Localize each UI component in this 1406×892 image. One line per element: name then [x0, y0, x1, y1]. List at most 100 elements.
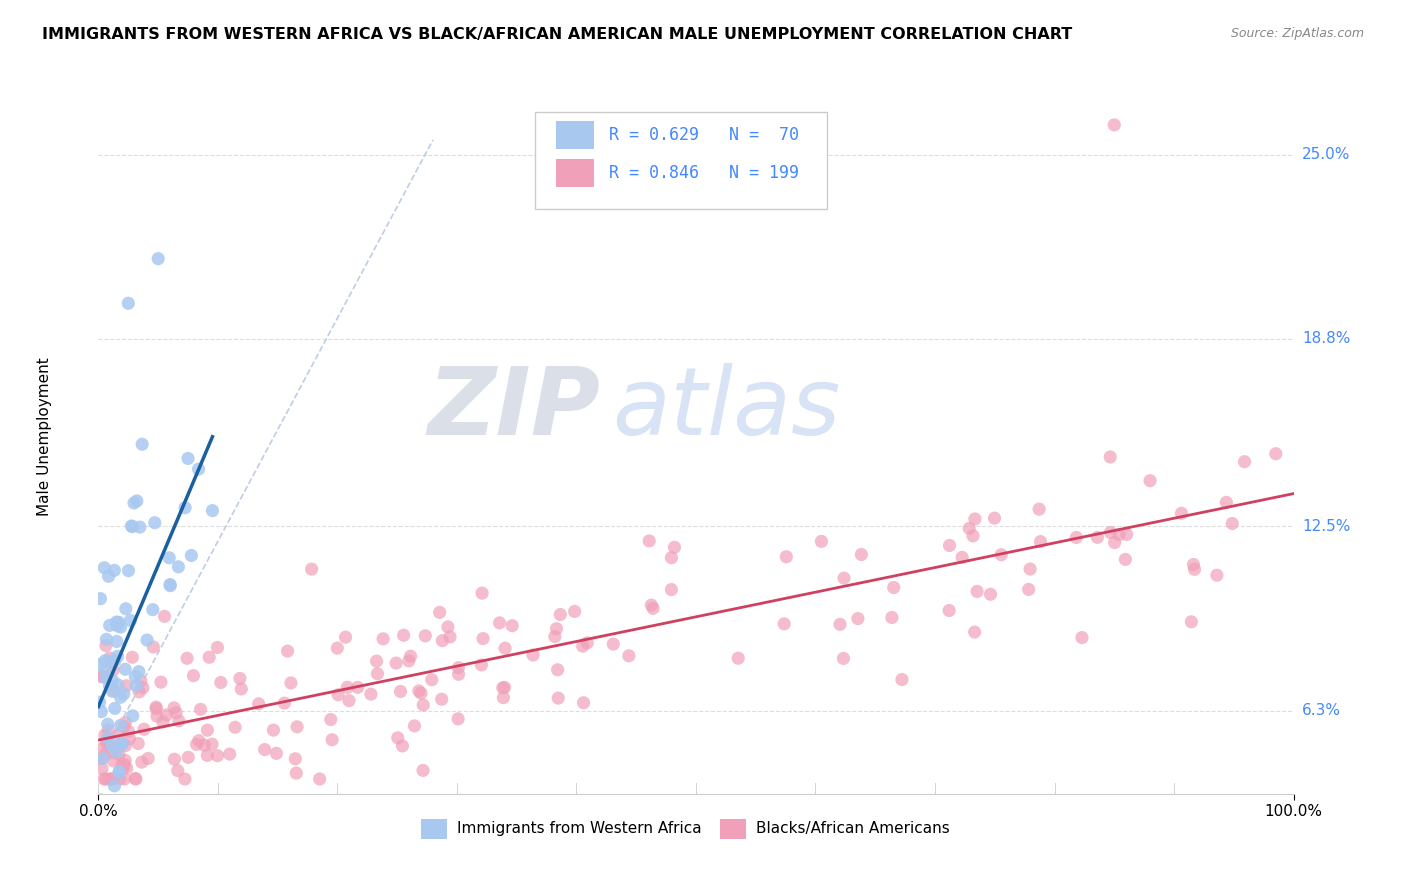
Point [1180, 615, 1202, 629]
Point [846, 611, 869, 625]
Point [112, 687, 135, 701]
Point [218, 747, 240, 761]
Bar [720, 819, 747, 838]
Point [97, 717, 120, 731]
Point [366, 666, 388, 681]
Point [1220, 516, 1243, 531]
Point [110, 690, 132, 705]
Point [157, 550, 180, 565]
Point [1087, 530, 1109, 544]
Point [447, 667, 470, 681]
Point [89, 802, 111, 816]
Point [571, 639, 593, 653]
Point [328, 688, 350, 702]
Point [104, 653, 127, 667]
Point [775, 549, 797, 564]
Point [101, 739, 124, 753]
Point [273, 696, 295, 710]
Point [277, 644, 299, 658]
Point [429, 606, 451, 620]
Point [125, 494, 148, 508]
Text: R = 0.846   N = 199: R = 0.846 N = 199 [609, 164, 799, 182]
Point [117, 724, 139, 739]
Point [262, 723, 284, 737]
Point [492, 681, 515, 695]
Bar [557, 159, 595, 187]
Point [360, 687, 382, 701]
Point [963, 512, 986, 526]
Point [938, 539, 960, 553]
Point [143, 516, 166, 530]
Point [142, 640, 165, 654]
Point [319, 713, 342, 727]
Point [96, 662, 118, 676]
Point [114, 739, 136, 753]
Point [112, 757, 135, 772]
Point [727, 651, 749, 665]
Point [96, 632, 118, 647]
Point [117, 296, 139, 310]
Point [128, 685, 150, 699]
Point [247, 697, 270, 711]
Point [153, 609, 176, 624]
Point [773, 616, 796, 631]
Point [471, 586, 494, 600]
Point [280, 676, 302, 690]
Point [321, 732, 343, 747]
Point [103, 563, 125, 577]
Text: Male Unemployment: Male Unemployment [37, 358, 52, 516]
Point [176, 651, 198, 665]
Point [392, 628, 415, 642]
Point [1104, 118, 1126, 132]
Point [112, 772, 135, 786]
Point [408, 684, 430, 698]
Point [391, 739, 413, 753]
Point [1066, 531, 1088, 545]
Point [159, 579, 181, 593]
Point [131, 755, 153, 769]
Text: ZIP: ZIP [427, 362, 600, 455]
Point [544, 630, 567, 644]
Point [641, 601, 664, 615]
Point [420, 673, 443, 687]
Point [107, 728, 129, 742]
Point [470, 657, 492, 672]
Point [120, 614, 142, 628]
Point [121, 709, 143, 723]
FancyBboxPatch shape [534, 112, 827, 209]
Point [285, 766, 308, 780]
Point [880, 610, 903, 624]
Point [546, 622, 568, 636]
Point [103, 754, 125, 768]
Point [121, 519, 143, 533]
Point [1029, 534, 1052, 549]
Point [447, 661, 470, 675]
Point [91, 669, 114, 683]
Point [389, 684, 412, 698]
Point [163, 752, 186, 766]
Point [108, 772, 131, 786]
Point [125, 679, 148, 693]
Point [101, 663, 124, 677]
Point [186, 738, 208, 752]
Point [111, 738, 134, 752]
Point [950, 550, 973, 565]
Point [177, 451, 200, 466]
Point [94, 654, 117, 668]
Point [100, 772, 122, 786]
Point [90, 705, 112, 719]
Point [105, 634, 128, 648]
Point [89, 657, 111, 672]
Point [962, 529, 984, 543]
Point [661, 582, 683, 597]
Point [409, 686, 432, 700]
Point [93, 772, 115, 786]
Point [387, 731, 409, 745]
Bar [422, 819, 447, 838]
Text: R = 0.629   N =  70: R = 0.629 N = 70 [609, 127, 799, 145]
Point [890, 673, 912, 687]
Point [93, 561, 115, 575]
Text: 12.5%: 12.5% [1302, 519, 1350, 533]
Point [1215, 495, 1237, 509]
Point [174, 772, 197, 786]
